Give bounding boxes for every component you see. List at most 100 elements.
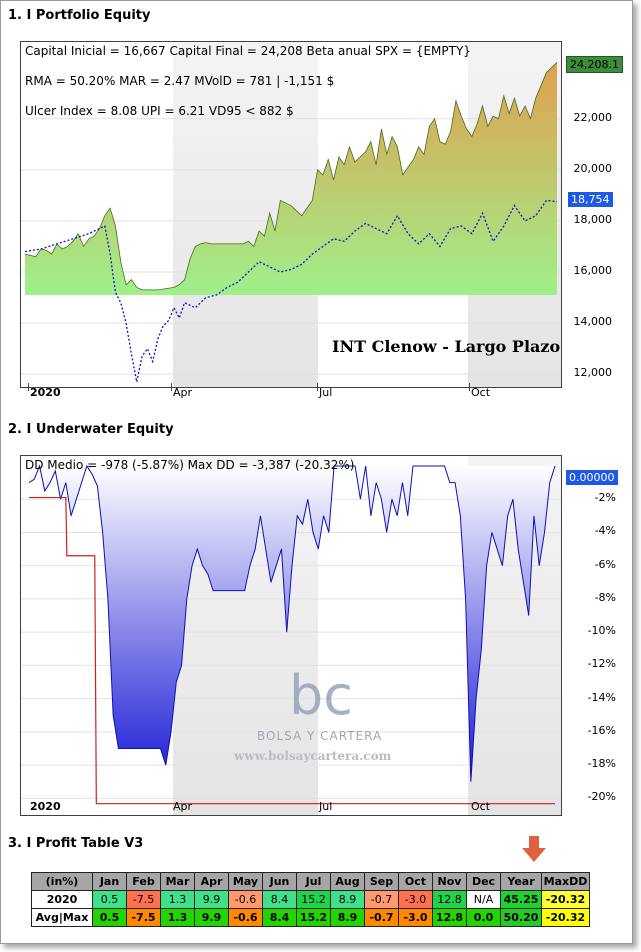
equity-area xyxy=(25,62,557,296)
underwater-x-tick: Apr xyxy=(173,800,193,813)
profit-table-cell: -20.32 xyxy=(541,890,590,909)
equity-y-tick: 14,000 xyxy=(573,315,613,329)
underwater-chart xyxy=(21,456,561,815)
underwater-y-tick: -2% xyxy=(594,491,616,505)
profit-table-cell: -3.0 xyxy=(398,890,433,909)
underwater-line xyxy=(28,464,556,782)
equity-x-tick: Oct xyxy=(471,386,491,399)
underwater-x-tick: 2020 xyxy=(30,800,61,813)
equity-chart-panel: Capital Inicial = 16,667 Capital Final =… xyxy=(20,41,562,388)
profit-table-cell: 12.8 xyxy=(432,890,467,909)
profit-table-header-cell: Sep xyxy=(364,872,399,891)
profit-table-cell: 15.2 xyxy=(296,890,331,909)
equity-annotation-2: RMA = 50.20% MAR = 2.47 MVolD = 781 | -1… xyxy=(25,74,335,88)
profit-table-header-cell: May xyxy=(228,872,263,891)
underwater-annotation: DD Medio = -978 (-5.87%) Max DD = -3,387… xyxy=(25,458,355,472)
profit-table-cell: 0.5 xyxy=(92,890,127,909)
profit-table-header: (in%) Jan Feb Mar Apr May Jun Jul Aug Sep Oct Nov De… xyxy=(31,872,590,891)
underwater-y-tick: -14% xyxy=(587,690,616,704)
underwater-y-tick: -8% xyxy=(594,590,616,604)
profit-table-cell: -0.7 xyxy=(364,908,399,927)
profit-table-header-cell: Aug xyxy=(330,872,365,891)
x-tick-mark xyxy=(171,383,172,391)
underwater-y-tick: -20% xyxy=(587,790,616,804)
profit-table-header-cell: MaxDD xyxy=(541,872,590,891)
profit-table-header-cell: Year xyxy=(500,872,542,891)
profit-table-cell: -7.5 xyxy=(126,908,161,927)
underwater-area xyxy=(29,465,555,782)
equity-x-tick: 2020 xyxy=(30,386,61,399)
profit-row-label: Avg|Max xyxy=(31,908,93,927)
profit-table-cell: -0.6 xyxy=(228,908,263,927)
equity-chart xyxy=(21,42,561,387)
profit-table-cell: 1.3 xyxy=(160,890,195,909)
profit-table-cell: 45.25 xyxy=(500,890,542,909)
arrow-down-icon xyxy=(522,836,546,862)
underwater-last-value-badge: 0.00000 xyxy=(566,470,618,485)
equity-last-value-badge: 24,208.1 xyxy=(566,56,623,73)
profit-table-header-cell: Nov xyxy=(432,872,467,891)
equity-y-tick: 12,000 xyxy=(573,366,613,380)
watermark-url: www.bolsaycartera.com xyxy=(234,749,392,763)
equity-line xyxy=(24,61,558,291)
profit-table-header-cell: Oct xyxy=(398,872,433,891)
underwater-chart-panel: DD Medio = -978 (-5.87%) Max DD = -3,387… xyxy=(20,455,562,816)
strategy-label: INT Clenow - Largo Plazo xyxy=(332,337,561,356)
underwater-y-tick: -12% xyxy=(587,657,616,671)
equity-section-title: 1. I Portfolio Equity xyxy=(8,8,151,23)
profit-table-row: 2020 0.5 -7.5 1.3 9.9 -0.6 8.4 15.2 8.9 -0.7 -3.0 1… xyxy=(31,890,590,909)
profit-table: (in%) Jan Feb Mar Apr May Jun Jul Aug Sep Oct Nov De… xyxy=(31,872,590,927)
underwater-y-tick: -4% xyxy=(594,524,616,538)
watermark-logo: bc xyxy=(289,664,353,727)
equity-x-tick: Jul xyxy=(319,386,333,399)
profit-table-header-cell: Jul xyxy=(296,872,331,891)
underwater-y-tick: -10% xyxy=(587,624,616,638)
profit-table-cell: -0.7 xyxy=(364,890,399,909)
equity-y-tick: 16,000 xyxy=(573,264,613,277)
profit-table-header-cell: Dec xyxy=(466,872,501,891)
profit-table-cell: 8.9 xyxy=(330,908,365,927)
profit-table-cell: 9.9 xyxy=(194,908,229,927)
profit-table-cell: -20.32 xyxy=(541,908,590,927)
underwater-y-tick: -16% xyxy=(587,723,616,737)
profit-table-cell: 15.2 xyxy=(296,908,331,927)
equity-y-tick: 20,000 xyxy=(573,161,613,175)
profit-table-cell: 0.0 xyxy=(466,908,501,927)
equity-y-tick: 22,000 xyxy=(573,110,613,124)
x-tick-mark xyxy=(317,383,318,391)
profit-table-row: Avg|Max 0.5 -7.5 1.3 9.9 -0.6 8.4 15.2 8.9 -0.7 -3… xyxy=(31,908,590,927)
underwater-x-tick: Jul xyxy=(319,800,333,813)
profit-table-header-cell: Jun xyxy=(262,872,297,891)
profit-table-header-cell: Mar xyxy=(160,872,195,891)
profit-table-header-cell: Apr xyxy=(194,872,229,891)
profit-table-header-cell: (in%) xyxy=(31,872,93,891)
profit-table-cell: 1.3 xyxy=(160,908,195,927)
profit-row-label: 2020 xyxy=(31,890,93,909)
profit-table-header-cell: Feb xyxy=(126,872,161,891)
equity-y-tick: 18,000 xyxy=(573,212,613,226)
watermark-name: BOLSA Y CARTERA xyxy=(257,729,383,743)
profit-table-cell: 9.9 xyxy=(194,890,229,909)
profit-table-cell: N/A xyxy=(466,890,501,909)
profit-table-cell: 8.9 xyxy=(330,890,365,909)
max-drawdown-line xyxy=(29,496,555,805)
profit-table-cell: 50.20 xyxy=(500,908,542,927)
profit-table-cell: -3.0 xyxy=(398,908,433,927)
underwater-y-tick: -6% xyxy=(594,557,616,571)
underwater-section-title: 2. I Underwater Equity xyxy=(8,422,174,437)
x-tick-mark xyxy=(28,383,29,391)
equity-annotation-3: Ulcer Index = 8.08 UPI = 6.21 VD95 < 882… xyxy=(25,104,294,118)
benchmark-last-value-badge: 18,754 xyxy=(568,192,613,207)
profit-table-cell: -7.5 xyxy=(126,890,161,909)
profit-section-title: 3. I Profit Table V3 xyxy=(8,836,144,851)
profit-table-cell: 8.4 xyxy=(262,908,297,927)
profit-table-cell: 0.5 xyxy=(92,908,127,927)
profit-table-cell: 8.4 xyxy=(262,890,297,909)
x-tick-mark xyxy=(469,383,470,391)
profit-table-cell: -0.6 xyxy=(228,890,263,909)
benchmark-line xyxy=(24,199,558,383)
equity-x-tick: Apr xyxy=(173,386,193,399)
underwater-y-tick: -18% xyxy=(587,757,616,771)
underwater-x-tick: Oct xyxy=(471,800,491,813)
profit-table-cell: 12.8 xyxy=(432,908,467,927)
